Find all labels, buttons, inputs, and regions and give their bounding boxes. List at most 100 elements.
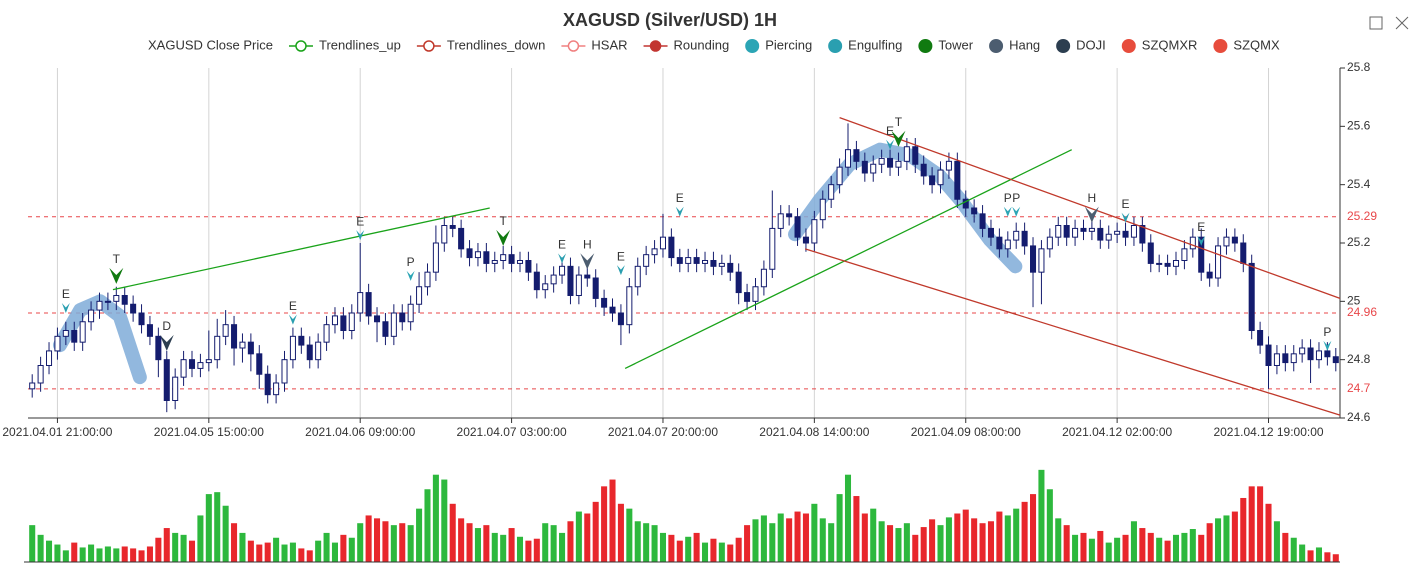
volume-bar [567, 521, 574, 562]
legend: XAGUSD Close Price Trendlines_up Trendline… [148, 37, 1280, 53]
candle-body [113, 295, 120, 302]
volume-bar [651, 525, 658, 562]
volume-bar [945, 517, 952, 562]
candle-body [1088, 227, 1095, 232]
legend-label: SZQMX [1233, 37, 1280, 52]
volume-bar [735, 537, 742, 562]
volume-bar [1206, 523, 1213, 562]
legend-icon [423, 40, 435, 52]
candle-body [374, 315, 381, 323]
pattern-label: E [886, 124, 894, 138]
zoom-icon[interactable] [1369, 16, 1383, 30]
volume-bar [46, 540, 53, 562]
volume-bar [432, 474, 439, 562]
volume-bar [306, 550, 313, 562]
candle-body [1046, 236, 1053, 250]
candle-body [878, 157, 885, 165]
volume-bar [895, 528, 902, 562]
volume-bar [508, 528, 515, 562]
candle-body [668, 236, 675, 259]
candle-body [424, 271, 431, 288]
pattern-marker [675, 206, 684, 217]
candle-body [559, 265, 566, 276]
toolbox[interactable] [1369, 16, 1409, 30]
restore-icon[interactable] [1395, 16, 1409, 30]
pattern-marker [61, 303, 70, 313]
volume-bar [870, 508, 877, 562]
volume-bar [1097, 530, 1104, 562]
volume-bar [441, 479, 448, 562]
pattern-label: P [1323, 325, 1331, 339]
volume-bar [1231, 511, 1238, 562]
volume-bar [1063, 525, 1070, 562]
volume-bar [357, 523, 364, 562]
pattern-marker [1012, 206, 1021, 217]
volume-bar [96, 548, 103, 562]
volume-bar [1105, 542, 1112, 562]
legend-label: SZQMXR [1142, 37, 1198, 52]
legend-label: Tower [938, 37, 973, 52]
candle-body [617, 312, 624, 326]
candle-body [483, 251, 490, 264]
candle-body [315, 341, 322, 361]
candle-body [1265, 344, 1272, 367]
pattern-marker [558, 253, 567, 264]
candle-body [575, 274, 582, 297]
volume-bar [609, 479, 616, 562]
volume-bar [264, 542, 271, 562]
candle-body [819, 198, 826, 221]
candle-body [146, 324, 153, 337]
volume-bar [365, 515, 372, 562]
volume-bar [962, 509, 969, 562]
candle-body [407, 303, 414, 323]
legend-label: DOJI [1076, 37, 1106, 52]
volume-bar [1164, 540, 1171, 562]
candle-body [1021, 230, 1028, 247]
volume-bar [786, 518, 793, 562]
volume-bar [1030, 494, 1037, 562]
volume-bar [853, 496, 860, 562]
legend-label: Trendlines_down [447, 37, 546, 52]
volume-bar [668, 534, 675, 562]
legend-label: Rounding [674, 37, 730, 52]
candle-body [971, 207, 978, 215]
volume-bar [769, 523, 776, 562]
candle-body [96, 300, 103, 311]
candle-body [634, 265, 641, 288]
volume-bar [88, 544, 95, 562]
volume-bar [138, 550, 145, 562]
legend-label: Piercing [765, 37, 812, 52]
candle-body [693, 257, 700, 264]
candle-body [1299, 347, 1306, 355]
x-tick-label: 2021.04.05 15:00:00 [154, 425, 264, 439]
volume-bar [1021, 501, 1028, 562]
volume-bar [323, 532, 330, 562]
candle-body [239, 341, 246, 349]
volume-bar [550, 525, 557, 562]
candle-body [1030, 245, 1037, 273]
candle-body [121, 295, 128, 305]
candle-body [760, 268, 767, 288]
volume-bar [1198, 534, 1205, 562]
candle-body [1139, 225, 1146, 244]
candle-body [281, 359, 288, 384]
legend-icon [295, 40, 307, 52]
volume-bar [37, 534, 44, 562]
candle-body [340, 315, 347, 331]
legend-label: Engulfing [848, 37, 902, 52]
candle-body [197, 362, 204, 369]
volume-bar [1273, 521, 1280, 562]
candle-body [1156, 262, 1163, 265]
volume-bar [1080, 532, 1087, 562]
candle-body [508, 254, 515, 264]
y-tick-label: 25.2 [1347, 235, 1371, 249]
x-tick-label: 2021.04.12 02:00:00 [1062, 425, 1172, 439]
volume-bar [542, 523, 549, 562]
candle-body [357, 292, 364, 314]
candle-body [702, 260, 709, 264]
y-tick-label: 25.8 [1347, 60, 1371, 74]
candle-body [844, 149, 852, 168]
volume-bar [247, 540, 254, 562]
candle-body [1105, 233, 1112, 241]
